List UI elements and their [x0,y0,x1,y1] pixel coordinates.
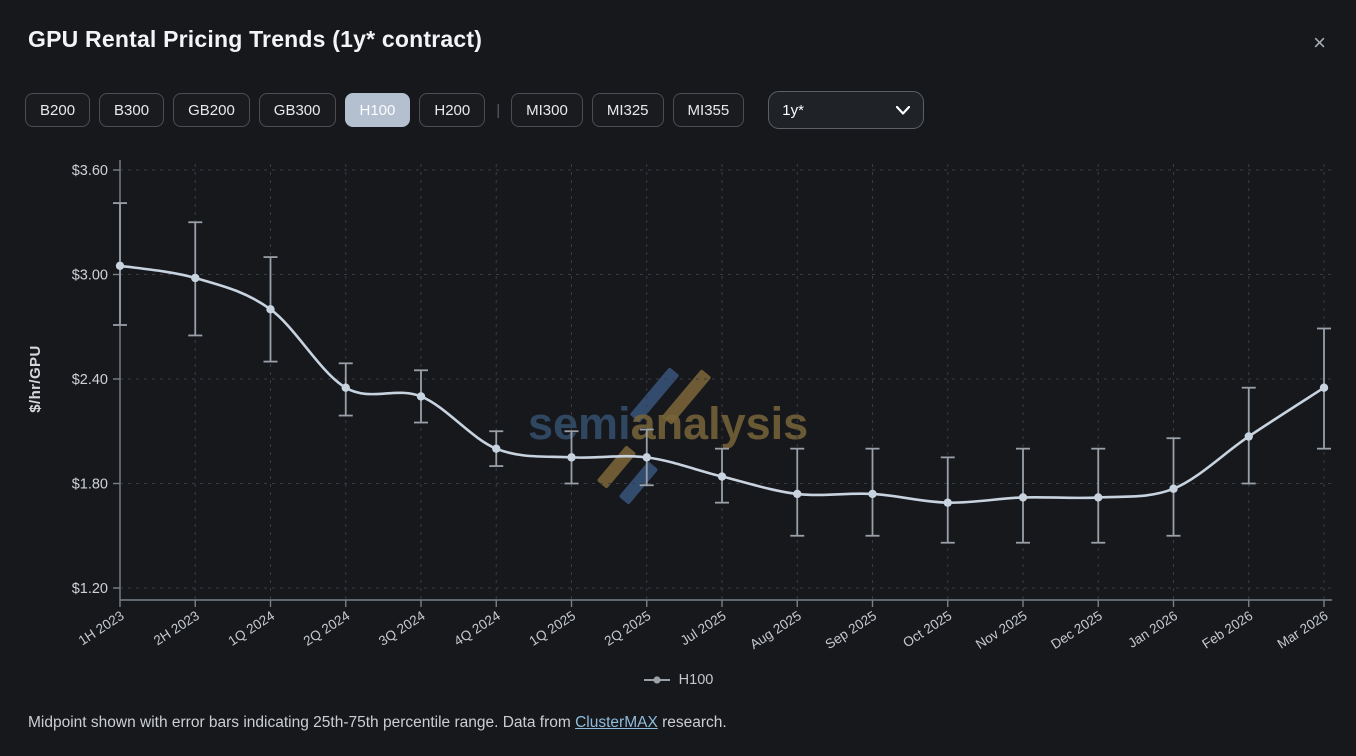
data-point-marker [793,489,802,499]
data-point-marker [1169,484,1178,493]
x-tick-label: Jul 2025 [678,608,729,648]
data-point-marker [1018,493,1028,502]
x-tick-label: 2Q 2025 [602,608,654,649]
x-tick-label: Nov 2025 [973,608,1030,652]
x-tick-label: 3Q 2024 [376,608,428,649]
nvidia-chip-group: B200 B300 GB200 GB300 H100 H200 [25,93,486,127]
gpu-chip-b300[interactable]: B300 [99,93,165,127]
x-tick-label: 1Q 2025 [527,608,579,649]
gpu-chip-h200[interactable]: H200 [419,93,486,127]
data-point-marker [1319,383,1329,392]
amd-chip-group: MI300 MI325 MI355 [511,93,745,127]
legend-line-marker-icon [643,676,670,684]
x-tick-label: Dec 2025 [1048,608,1105,652]
data-point-marker [266,305,275,314]
gpu-chip-mi300[interactable]: MI300 [511,93,583,127]
chart-legend-item[interactable]: H100 [0,672,1356,688]
gpu-chip-mi355[interactable]: MI355 [672,93,745,127]
y-tick-label: $2.40 [72,372,108,388]
x-tick-label: 4Q 2024 [451,608,503,649]
data-point-marker [191,273,200,283]
data-point-marker [642,453,651,462]
gpu-chip-gb200[interactable]: GB200 [173,93,250,127]
close-icon[interactable]: × [1313,30,1326,55]
contract-duration-value: 1y* [782,101,804,119]
clustermax-link[interactable]: ClusterMAX [575,714,658,731]
x-tick-label: 2Q 2024 [301,608,353,649]
gpu-filter-row: B200 B300 GB200 GB300 H100 H200 | MI300 MI325 M… [25,91,925,129]
x-tick-label: Sep 2025 [822,608,879,652]
chart-area: semianalysis $1.20 $1.80 $2.40 $3.00 $3.60 1H… [0,150,1356,662]
data-point-marker [416,392,426,401]
y-tick-label: $3.60 [72,163,108,179]
y-axis-title: $/hr/GPU [27,345,44,412]
data-point-marker [567,453,576,462]
gpu-chip-h100[interactable]: H100 [344,93,411,127]
x-tick-label: 1Q 2024 [226,608,278,649]
footnote-text-end: research. [657,714,727,731]
page-title: GPU Rental Pricing Trends (1y* contract) [28,26,483,52]
gpu-chip-mi325[interactable]: MI325 [591,93,664,127]
chevron-down-icon [896,105,911,115]
contract-duration-select[interactable]: 1y* [768,91,925,129]
y-tick-label: $1.20 [72,581,108,597]
data-point-marker [1094,493,1103,502]
data-point-marker [943,498,952,507]
filter-group-separator: | [496,101,501,119]
data-point-marker [868,489,877,499]
header-bar: GPU Rental Pricing Trends (1y* contract)… [28,26,1330,56]
data-point-marker [341,383,350,392]
x-tick-label: Oct 2025 [900,608,954,650]
x-tick-label: Mar 2026 [1275,608,1331,652]
x-tick-label: Aug 2025 [747,608,804,652]
chart-footnote: Midpoint shown with error bars indicatin… [28,714,727,732]
data-point-marker [492,444,501,453]
x-tick-label: 2H 2023 [151,608,202,648]
gpu-chip-b200[interactable]: B200 [25,93,91,127]
line-chart: $1.20 $1.80 $2.40 $3.00 $3.60 1H 2023 2H 2023 1… [27,160,1332,652]
h100-price-line [118,264,1326,504]
footnote-text: Midpoint shown with error bars indicatin… [28,714,576,731]
x-tick-label: Jan 2026 [1125,608,1180,651]
x-tick-label: 1H 2023 [76,608,127,648]
data-point-marker [717,472,727,481]
y-tick-label: $1.80 [72,477,108,493]
data-point-marker [115,261,125,270]
x-tick-label: Feb 2026 [1199,608,1255,652]
y-tick-label: $3.00 [72,268,108,284]
gpu-chip-gb300[interactable]: GB300 [258,93,336,127]
legend-label: H100 [678,672,714,688]
data-point-marker [1244,432,1253,441]
